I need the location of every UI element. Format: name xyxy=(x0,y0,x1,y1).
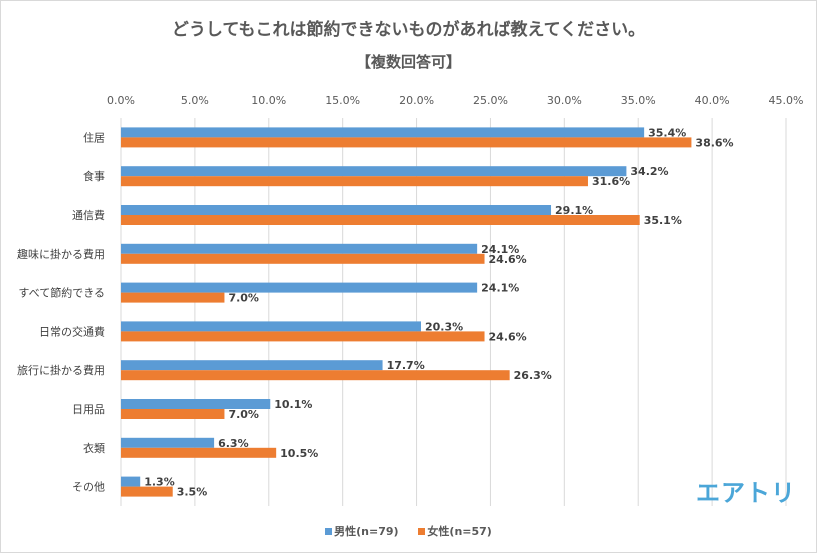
x-tick-label: 5.0% xyxy=(181,94,209,107)
data-label: 31.6% xyxy=(592,175,630,188)
category-label: 通信費 xyxy=(72,208,105,222)
x-tick-label: 20.0% xyxy=(399,94,434,107)
data-label: 26.3% xyxy=(514,369,552,382)
x-tick-label: 0.0% xyxy=(107,94,135,107)
x-tick-label: 30.0% xyxy=(547,94,582,107)
data-label: 10.1% xyxy=(274,398,312,411)
data-label: 6.3% xyxy=(218,437,249,450)
x-tick-label: 10.0% xyxy=(251,94,286,107)
data-label: 24.1% xyxy=(481,282,519,295)
bar-female xyxy=(121,447,277,458)
x-tick-label: 15.0% xyxy=(325,94,360,107)
category-label: すべて節約できる xyxy=(18,286,105,300)
bar-female xyxy=(121,292,225,303)
data-label: 38.6% xyxy=(695,136,733,149)
bar-female xyxy=(121,215,640,225)
bar-male xyxy=(121,205,552,215)
category-label: 趣味に掛かる費用 xyxy=(17,247,105,261)
bar-male xyxy=(121,166,627,177)
category-label: その他 xyxy=(72,481,105,494)
category-label: 住居 xyxy=(83,130,105,144)
bar-male xyxy=(121,399,271,409)
data-label: 34.2% xyxy=(630,165,668,178)
x-tick-label: 35.0% xyxy=(621,94,656,107)
data-label: 1.3% xyxy=(144,476,175,489)
bar-female xyxy=(121,253,485,264)
airtrip-logo: エアトリ xyxy=(696,479,796,507)
bar-female xyxy=(121,331,485,342)
bar-male xyxy=(121,243,478,254)
data-label: 24.6% xyxy=(489,330,527,343)
legend-item-female: 女性(n=57) xyxy=(418,523,492,539)
data-label: 3.5% xyxy=(177,486,208,499)
data-label: 24.6% xyxy=(489,253,527,266)
data-label: 29.1% xyxy=(555,204,593,217)
bar-male xyxy=(121,282,478,293)
data-label: 24.1% xyxy=(481,243,519,256)
bar-female xyxy=(121,370,510,381)
category-label: 食事 xyxy=(83,169,105,183)
x-tick-label: 40.0% xyxy=(695,94,730,107)
x-tick-label: 45.0% xyxy=(769,94,804,107)
x-tick-label: 25.0% xyxy=(473,94,508,107)
bar-male xyxy=(121,321,421,332)
chart-subtitle: 【複数回答可】 xyxy=(355,53,461,71)
data-label: 35.1% xyxy=(644,214,682,227)
bar-male xyxy=(121,127,645,138)
data-label: 7.0% xyxy=(228,408,259,421)
data-label: 17.7% xyxy=(387,359,425,372)
category-label: 旅行に掛かる費用 xyxy=(17,363,105,377)
data-label: 35.4% xyxy=(648,126,686,139)
legend-item-male: 男性(n=79) xyxy=(325,523,399,539)
bar-male xyxy=(121,360,383,371)
data-label: 20.3% xyxy=(425,320,463,333)
legend-label-female: 女性(n=57) xyxy=(427,525,492,538)
category-label: 日用品 xyxy=(72,403,105,416)
data-label: 10.5% xyxy=(280,447,318,460)
bar-female xyxy=(121,176,588,187)
legend-swatch-female xyxy=(418,528,426,535)
chart-title: どうしてもこれは節約できないものがあれば教えてください。 xyxy=(171,20,646,40)
bar-female xyxy=(121,409,225,419)
bar-male xyxy=(121,437,215,448)
legend-label-male: 男性(n=79) xyxy=(334,525,399,538)
bar-female xyxy=(121,137,692,148)
bar-male xyxy=(121,476,141,487)
category-label: 日常の交通費 xyxy=(39,324,105,338)
legend: 男性(n=79) 女性(n=57) xyxy=(1,523,816,539)
data-label: 7.0% xyxy=(228,292,259,305)
legend-swatch-male xyxy=(325,528,333,535)
bar-female xyxy=(121,486,173,497)
category-label: 衣類 xyxy=(83,441,105,455)
